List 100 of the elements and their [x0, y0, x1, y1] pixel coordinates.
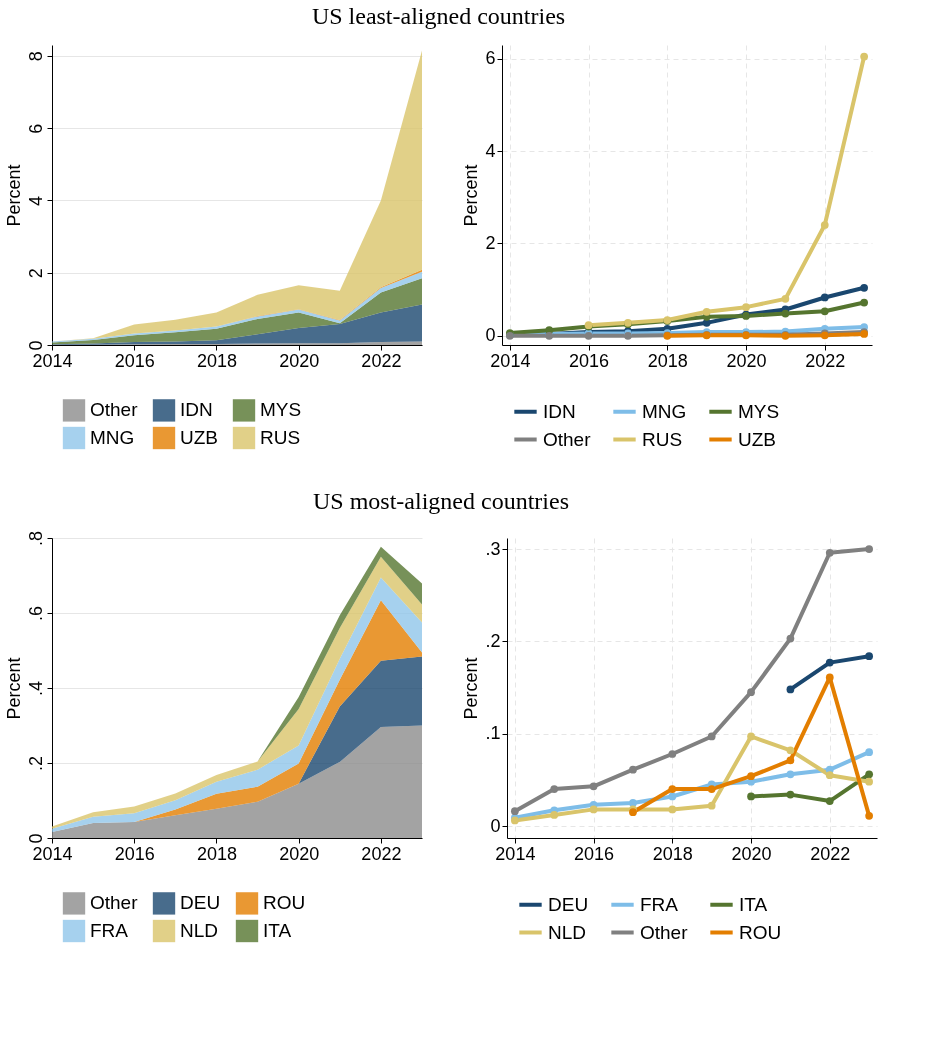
point	[786, 790, 795, 799]
x-tick-label: 2014	[490, 350, 531, 371]
y-tick-label: .3	[485, 538, 501, 559]
legend-label: MNG	[642, 400, 687, 422]
y-tick-label: .2	[25, 755, 46, 772]
x-tick-label: 2018	[652, 843, 693, 864]
point	[786, 634, 795, 643]
y-tick-label: 2	[25, 268, 46, 279]
point	[702, 307, 711, 316]
point	[865, 652, 873, 661]
x-tick-label: 2018	[647, 350, 688, 371]
point	[820, 221, 829, 229]
x-tick-label: 2020	[279, 350, 320, 371]
y-axis-title: Percent	[3, 657, 24, 720]
point	[629, 765, 637, 774]
point	[707, 801, 716, 810]
legend-label: NLD	[180, 920, 219, 941]
x-tick-label: 2020	[726, 350, 767, 371]
y-tick-label: 2	[485, 232, 496, 253]
legend-label: ROU	[263, 892, 306, 914]
point	[707, 785, 716, 793]
legend-label: ITA	[263, 920, 292, 941]
point	[786, 746, 795, 755]
x-tick-label: 2018	[196, 350, 237, 371]
legend-label: ROU	[739, 921, 782, 943]
legend-label: MNG	[90, 427, 135, 448]
y-tick-label: .4	[25, 680, 46, 697]
point	[550, 811, 559, 819]
x-tick-label: 2016	[569, 350, 610, 371]
x-tick-label: 2016	[574, 843, 615, 864]
legend-label: ITA	[739, 893, 768, 915]
point	[589, 805, 598, 814]
point	[825, 658, 834, 667]
legend-label: IDN	[543, 400, 576, 422]
point	[786, 756, 795, 765]
y-tick-label: .2	[485, 630, 501, 651]
point	[747, 792, 755, 801]
point	[865, 545, 873, 553]
y-axis-title: Percent	[461, 164, 482, 227]
point	[865, 770, 873, 779]
x-tick-label: 2022	[361, 350, 402, 371]
x-tick-label: 2022	[805, 350, 846, 371]
y-tick-label: 0	[490, 815, 501, 836]
legend-label: DEU	[180, 892, 221, 914]
x-tick-label: 2022	[361, 843, 402, 864]
legend-label: IDN	[180, 399, 213, 421]
point	[825, 548, 834, 557]
point	[629, 799, 637, 807]
legend-label: Other	[90, 892, 139, 914]
y-tick-label: 0	[25, 833, 46, 844]
legend-label: FRA	[90, 920, 129, 941]
y-tick-label: .8	[25, 530, 46, 547]
y-tick-label: 0	[25, 340, 46, 351]
point	[781, 294, 790, 303]
point	[668, 805, 677, 814]
legend-label: UZB	[180, 427, 218, 448]
x-tick-label: 2018	[196, 843, 237, 864]
point	[511, 807, 519, 816]
y-tick-label: 0	[485, 325, 496, 346]
y-tick-label: 6	[485, 48, 496, 69]
point	[742, 303, 750, 312]
legend-label: MYS	[738, 400, 780, 422]
legend-label: MYS	[260, 399, 302, 421]
legend-label: Other	[543, 428, 592, 450]
point	[786, 770, 795, 779]
point	[860, 52, 868, 61]
x-tick-label: 2014	[495, 843, 536, 864]
point	[825, 673, 834, 682]
chart-title: US least-aligned countries	[311, 3, 566, 29]
y-tick-label: 4	[485, 140, 496, 161]
point	[865, 811, 873, 820]
legend-label: Other	[90, 399, 139, 421]
x-tick-label: 2016	[114, 350, 155, 371]
legend-label: FRA	[640, 893, 679, 915]
x-tick-label: 2022	[810, 843, 851, 864]
x-tick-label: 2020	[731, 843, 772, 864]
y-tick-label: 8	[25, 51, 46, 62]
x-tick-label: 2014	[32, 843, 73, 864]
point	[865, 748, 873, 757]
point	[865, 777, 873, 786]
legend-label: RUS	[642, 428, 683, 450]
y-tick-label: 6	[25, 123, 46, 134]
legend-label: Other	[640, 921, 689, 943]
chart-title: US most-aligned countries	[313, 488, 569, 515]
point	[668, 792, 677, 801]
point	[747, 688, 755, 697]
legend-label: RUS	[260, 427, 301, 448]
point	[860, 298, 868, 307]
legend-label: NLD	[548, 921, 587, 943]
point	[550, 785, 559, 793]
y-axis-title: Percent	[3, 164, 24, 227]
point	[707, 732, 716, 741]
point	[747, 732, 755, 741]
point	[825, 797, 834, 805]
y-tick-label: 4	[25, 195, 46, 206]
x-tick-label: 2016	[114, 843, 155, 864]
legend-label: DEU	[548, 893, 589, 915]
point	[825, 771, 834, 780]
point	[589, 782, 598, 791]
point	[860, 283, 868, 292]
